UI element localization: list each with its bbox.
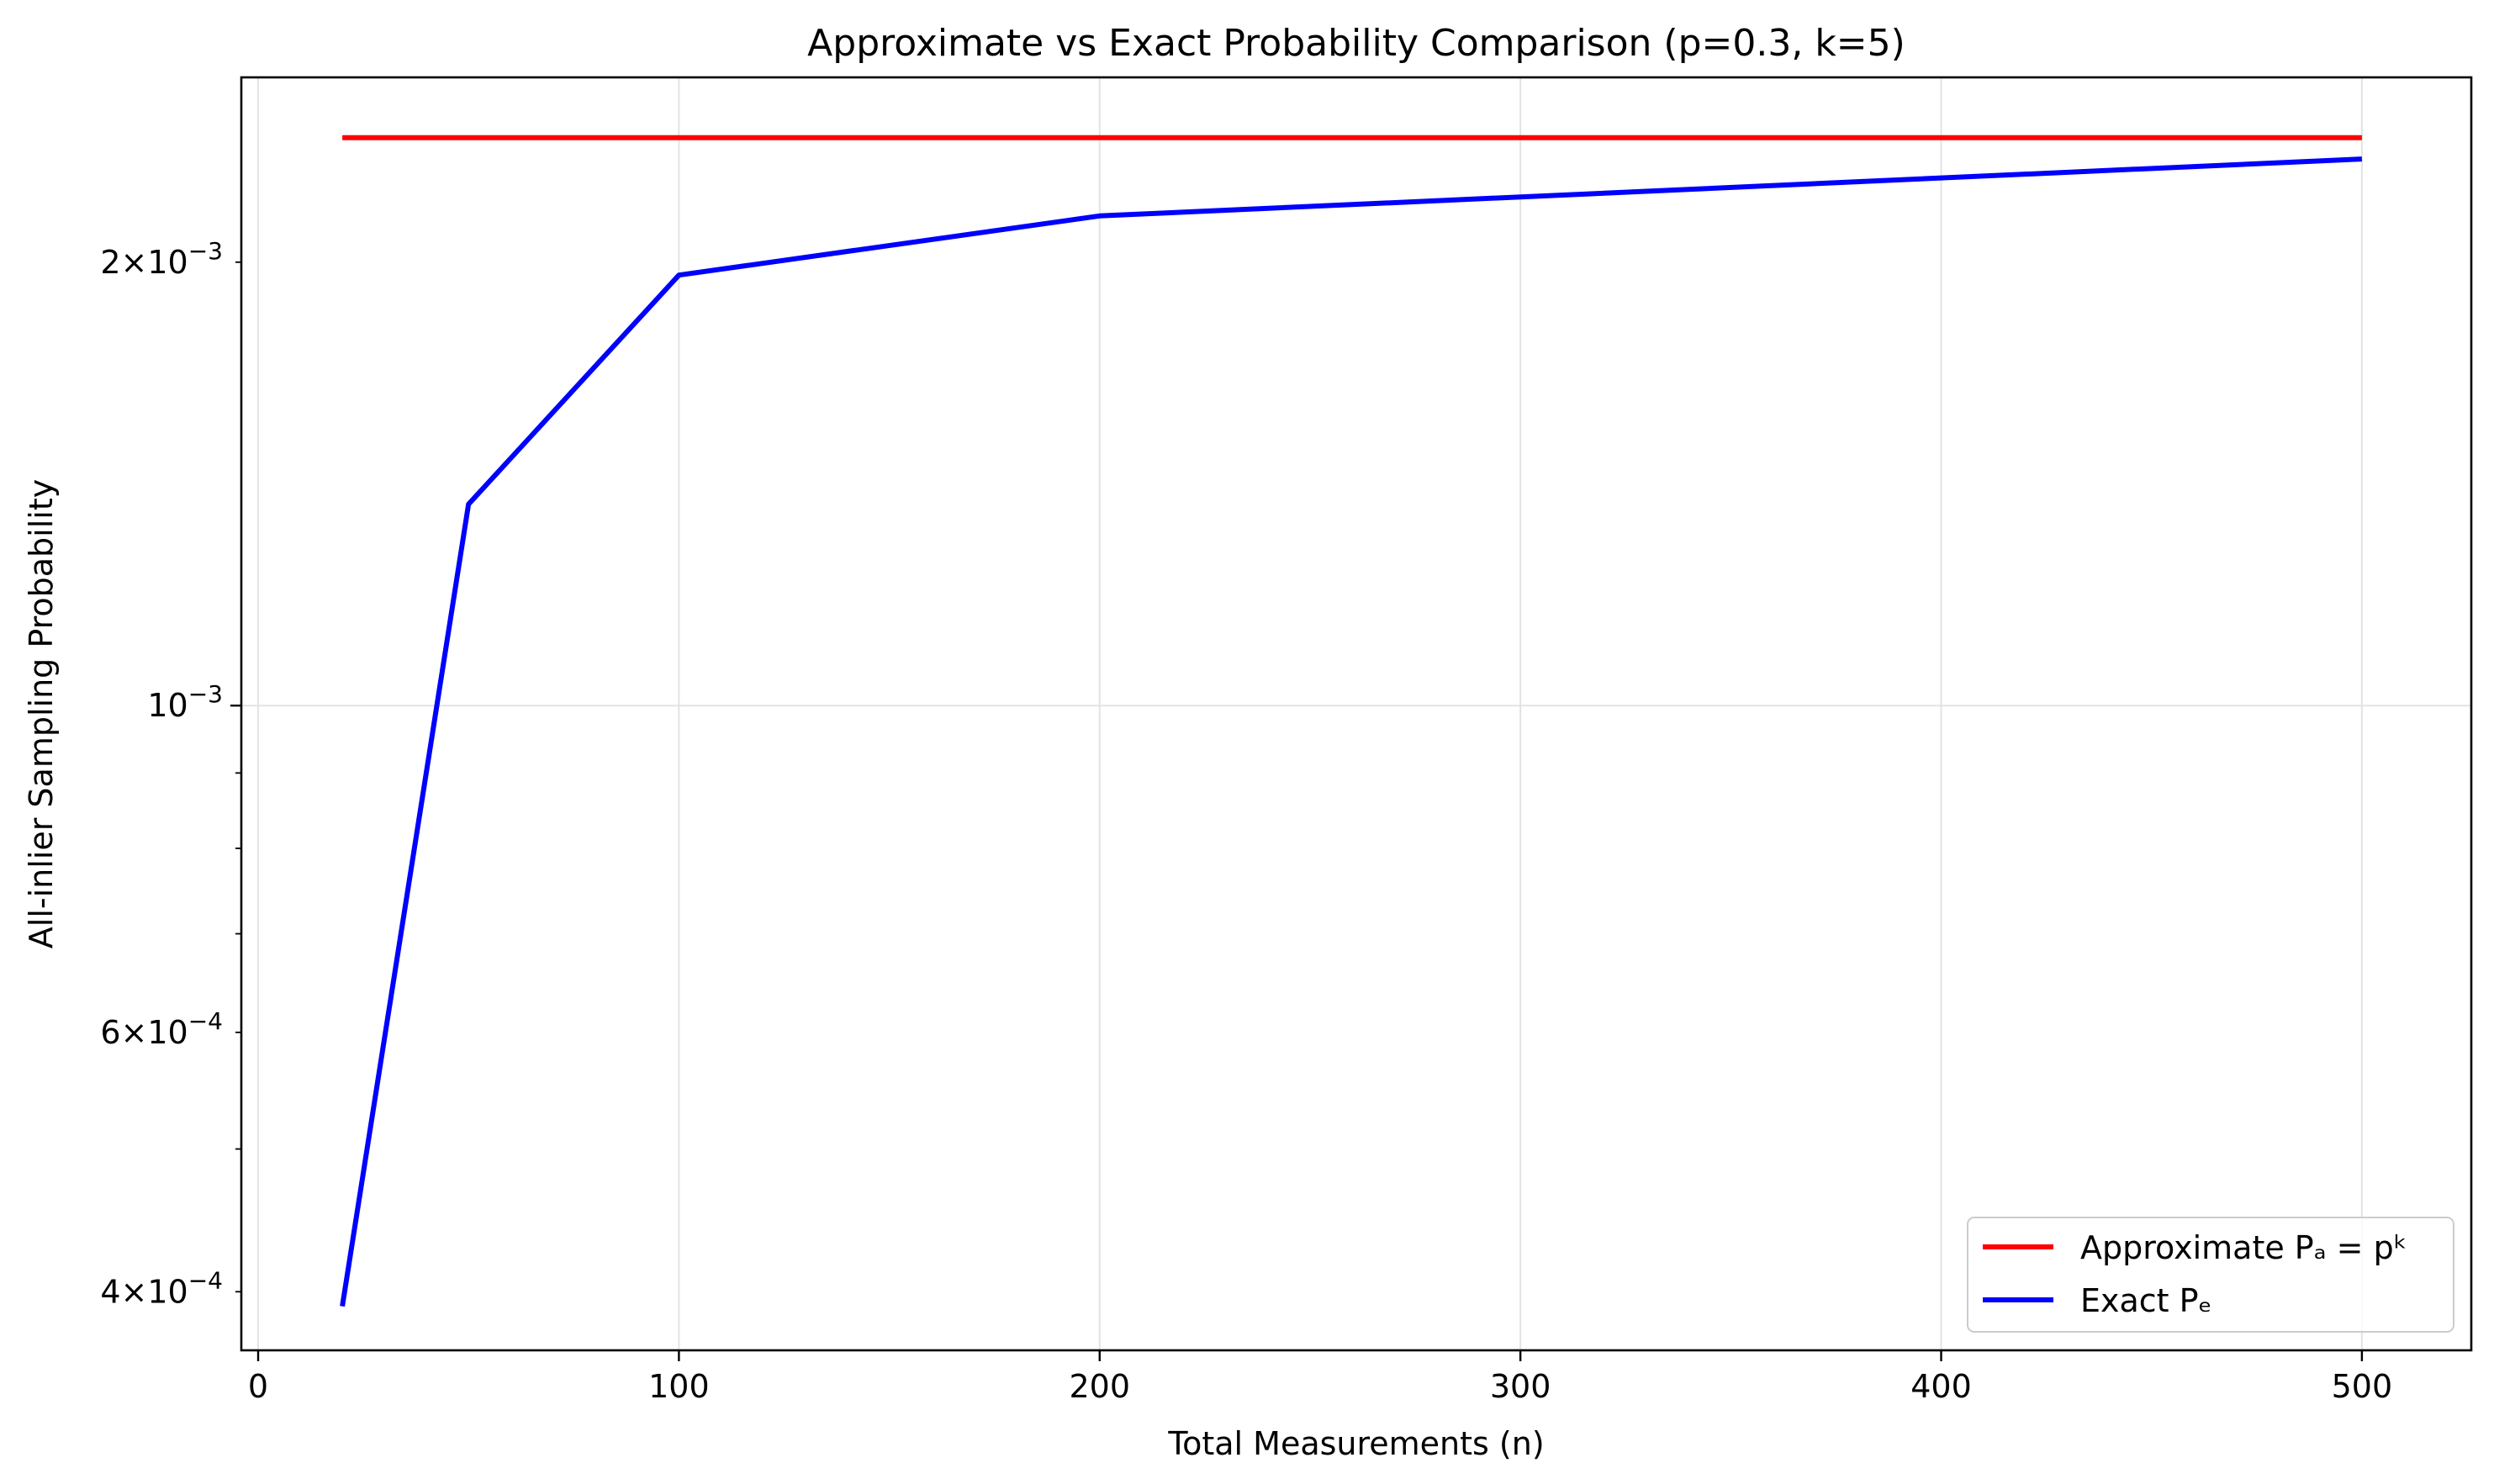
chart-title: Approximate vs Exact Probability Compari… (807, 22, 1905, 65)
x-tick-label: 300 (1490, 1368, 1551, 1405)
y-tick-base: 10 (147, 244, 188, 281)
y-tick-exponent: −4 (188, 1007, 223, 1035)
y-tick-mantissa: 4 (100, 1273, 120, 1310)
y-tick-label: 6×10−4 (100, 1007, 223, 1051)
plot-frame (240, 76, 2473, 1352)
x-tick-label: 500 (2332, 1368, 2393, 1405)
y-axis-label: All-inlier Sampling Probability (23, 479, 60, 948)
legend-label-approximate: Approximate Pₐ = pᵏ (2080, 1229, 2407, 1266)
y-tick-exponent: −3 (188, 680, 223, 708)
legend-box (1967, 1217, 2454, 1333)
y-tick-label: 4×10−4 (100, 1266, 223, 1310)
x-tick-label: 200 (1070, 1368, 1131, 1405)
y-axis-ticks: 10−34×10−46×10−42×10−3 (100, 237, 241, 1310)
y-tick-base: 10 (147, 1014, 188, 1051)
y-tick-base: 10 (147, 1273, 188, 1310)
y-tick-times-sign: × (121, 1014, 148, 1051)
x-axis-label: Total Measurements (n) (1167, 1425, 1544, 1462)
y-tick-times-sign: × (121, 1273, 148, 1310)
y-tick-exponent: −4 (188, 1266, 223, 1294)
y-tick-exponent: −3 (188, 237, 223, 265)
y-tick-label: 10−3 (147, 680, 223, 724)
y-tick-mantissa: 6 (100, 1014, 120, 1051)
legend-label-exact: Exact Pₑ (2080, 1282, 2211, 1319)
x-tick-label: 100 (648, 1368, 710, 1405)
x-tick-label: 0 (248, 1368, 268, 1405)
y-tick-mantissa: 2 (100, 244, 120, 281)
y-tick-label: 2×10−3 (100, 237, 223, 281)
x-axis-ticks: 0 100 200 300 400 500 (248, 1350, 2392, 1405)
grid (241, 77, 2471, 1350)
legend: Approximate Pₐ = pᵏ Exact Pₑ (1967, 1217, 2454, 1333)
y-tick-times-sign: × (121, 244, 148, 281)
x-tick-label: 400 (1910, 1368, 1972, 1405)
series-line-exact (340, 156, 2363, 1307)
y-tick-base: 10 (147, 687, 188, 724)
plot-lines (340, 135, 2363, 1307)
